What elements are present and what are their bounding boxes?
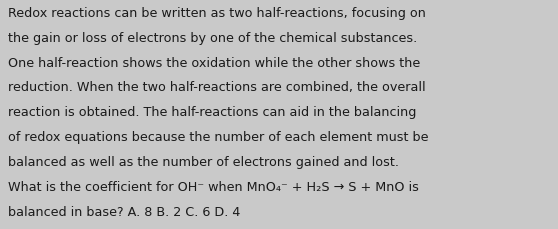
Text: One half-reaction shows the oxidation while the other shows the: One half-reaction shows the oxidation wh…: [8, 56, 421, 69]
Text: balanced as well as the number of electrons gained and lost.: balanced as well as the number of electr…: [8, 155, 400, 168]
Text: Redox reactions can be written as two half-reactions, focusing on: Redox reactions can be written as two ha…: [8, 7, 426, 20]
Text: the gain or loss of electrons by one of the chemical substances.: the gain or loss of electrons by one of …: [8, 32, 417, 45]
Text: reaction is obtained. The half-reactions can aid in the balancing: reaction is obtained. The half-reactions…: [8, 106, 417, 119]
Text: What is the coefficient for OH⁻ when MnO₄⁻ + H₂S → S + MnO is: What is the coefficient for OH⁻ when MnO…: [8, 180, 419, 193]
Text: reduction. When the two half-reactions are combined, the overall: reduction. When the two half-reactions a…: [8, 81, 426, 94]
Text: of redox equations because the number of each element must be: of redox equations because the number of…: [8, 131, 429, 144]
Text: balanced in base? A. 8 B. 2 C. 6 D. 4: balanced in base? A. 8 B. 2 C. 6 D. 4: [8, 205, 240, 218]
